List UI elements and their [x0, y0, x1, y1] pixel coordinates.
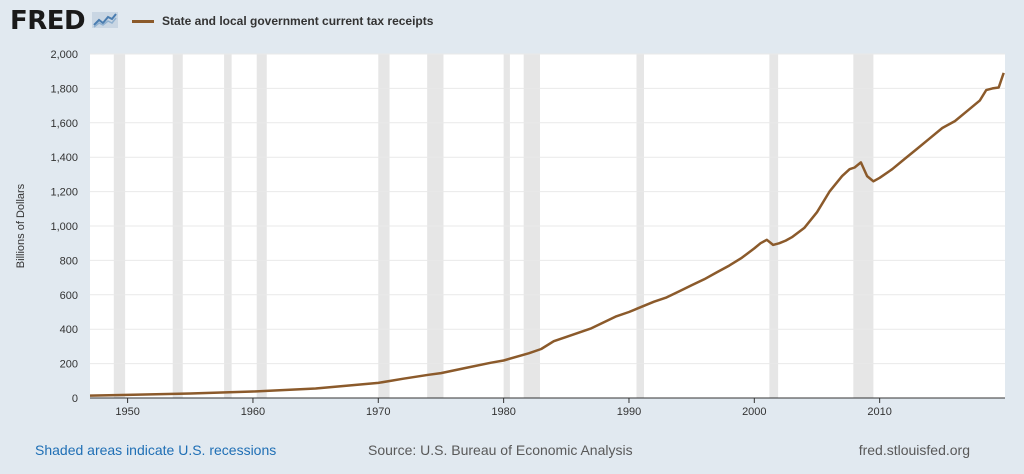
x-tick-label: 2010	[867, 406, 891, 418]
y-tick-label: 400	[60, 324, 78, 336]
x-tick-label: 1980	[491, 406, 515, 418]
x-tick-label: 1990	[617, 406, 641, 418]
y-tick-label: 1,800	[50, 83, 78, 95]
chart-header: FRED State and local government current …	[0, 0, 1024, 44]
x-tick-label: 1960	[241, 406, 265, 418]
line-chart: 0 200 400 600 800 1,000 1,200 1,400 1,600 1,800 2,…	[15, 49, 1005, 418]
chart-footer: Shaded areas indicate U.S. recessions So…	[0, 440, 1024, 464]
fred-logo[interactable]: FRED	[10, 6, 86, 36]
x-tick-label: 1950	[115, 406, 139, 418]
y-tick-label: 0	[72, 393, 78, 405]
legend-label: State and local government current tax r…	[162, 14, 434, 28]
y-tick-label: 1,000	[50, 221, 78, 233]
y-axis-label: Billions of Dollars	[15, 183, 27, 268]
x-tick-label: 2000	[742, 406, 766, 418]
x-tick-label: 1970	[366, 406, 390, 418]
y-tick-label: 800	[60, 255, 78, 267]
x-axis-ticks: 1950 1960 1970 1980 1990 2000 2010	[115, 398, 892, 418]
y-tick-label: 1,400	[50, 152, 78, 164]
y-gridlines	[90, 53, 1005, 365]
y-tick-label: 1,600	[50, 118, 78, 130]
site-link[interactable]: fred.stlouisfed.org	[858, 442, 970, 458]
y-tick-label: 200	[60, 359, 78, 371]
y-tick-label: 2,000	[50, 49, 78, 61]
y-tick-label: 600	[60, 290, 78, 302]
series-line[interactable]	[89, 72, 1005, 397]
legend-swatch	[132, 19, 154, 23]
recession-note-link[interactable]: Shaded areas indicate U.S. recessions	[35, 442, 277, 458]
y-tick-label: 1,200	[50, 187, 78, 199]
y-axis-ticks: 0 200 400 600 800 1,000 1,200 1,400 1,600 1,800 2,…	[50, 49, 78, 405]
chart-legend: State and local government current tax r…	[132, 12, 433, 30]
fred-graph-icon	[92, 12, 118, 28]
source-text: Source: U.S. Bureau of Economic Analysis	[368, 442, 633, 458]
